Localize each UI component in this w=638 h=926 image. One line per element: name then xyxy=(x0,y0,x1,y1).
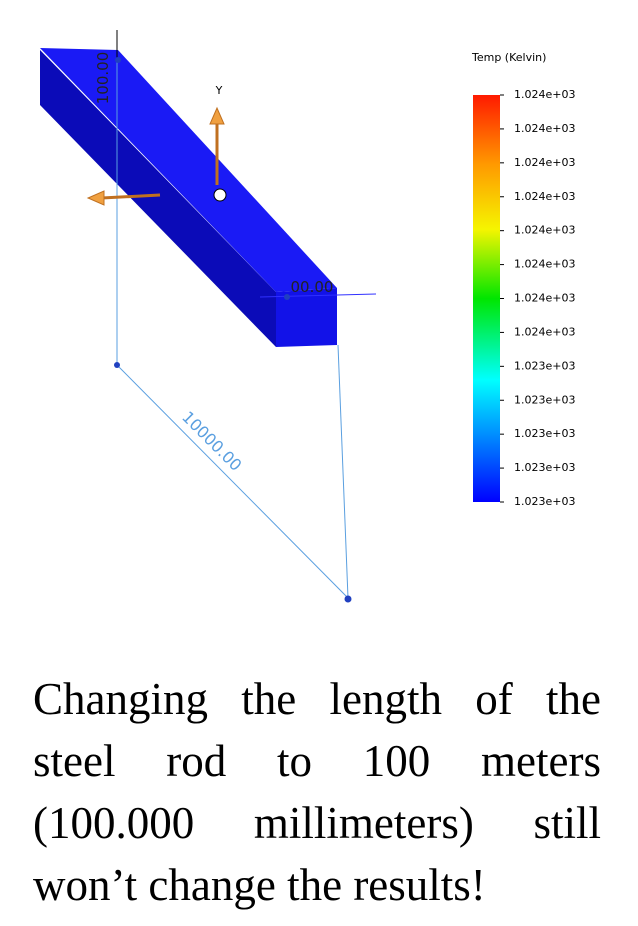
axis-label: Y xyxy=(215,84,223,97)
legend-label: 1.024e+03 xyxy=(514,156,575,169)
origin xyxy=(213,188,227,202)
legend-label: 1.024e+03 xyxy=(514,122,575,135)
caption-line: Changing the length of the xyxy=(33,674,601,724)
x-arrow-head xyxy=(86,190,105,206)
legend-label: 1.023e+03 xyxy=(514,495,575,508)
legend-label: 1.024e+03 xyxy=(514,325,575,338)
legend-label: 1.024e+03 xyxy=(514,292,575,305)
caption-line: (100.000 millimeters) still xyxy=(33,798,601,848)
rod-side xyxy=(40,50,276,347)
rod xyxy=(40,48,337,347)
legend-label: 1.024e+03 xyxy=(514,88,575,101)
caption: Changing the length of the steel rod to 1… xyxy=(33,668,601,916)
colorbar xyxy=(473,95,500,502)
rod-top xyxy=(40,48,337,292)
dimension-lines xyxy=(116,30,377,599)
point xyxy=(284,294,290,300)
dim-line xyxy=(259,293,377,298)
legend-label: 1.023e+03 xyxy=(514,427,575,440)
dim-line xyxy=(337,344,349,599)
rod-end xyxy=(276,288,337,347)
legend-labels: 1.024e+03 1.024e+03 1.024e+03 1.024e+03 1.02… xyxy=(500,88,575,508)
legend-label: 1.024e+03 xyxy=(514,258,575,271)
dimension-label: 10000.00 xyxy=(178,407,245,474)
legend-label: 1.024e+03 xyxy=(514,224,575,237)
legend-label: 1.023e+03 xyxy=(514,393,575,406)
legend-label: 1.024e+03 xyxy=(514,190,575,203)
legend-label: 1.023e+03 xyxy=(514,359,575,372)
dimension-label: 00.00 xyxy=(291,278,334,296)
point xyxy=(114,362,120,368)
dimension-label: 100.00 xyxy=(94,52,112,105)
caption-line: won’t change the results! xyxy=(33,860,486,910)
point xyxy=(115,57,121,63)
caption-line: steel rod to 100 meters xyxy=(33,736,601,786)
legend-label: 1.023e+03 xyxy=(514,461,575,474)
x-arrow xyxy=(101,193,161,200)
y-arrow-head xyxy=(209,106,225,125)
legend-title: Temp (Kelvin) xyxy=(471,51,546,64)
triad xyxy=(86,106,225,206)
viewport: Y 100.00 00.00 10000.00 Temp (Kelvin) 1.… xyxy=(40,30,575,603)
dim-line xyxy=(116,364,349,599)
point xyxy=(344,595,352,603)
